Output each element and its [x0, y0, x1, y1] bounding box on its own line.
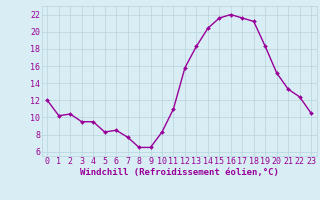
X-axis label: Windchill (Refroidissement éolien,°C): Windchill (Refroidissement éolien,°C) — [80, 168, 279, 177]
